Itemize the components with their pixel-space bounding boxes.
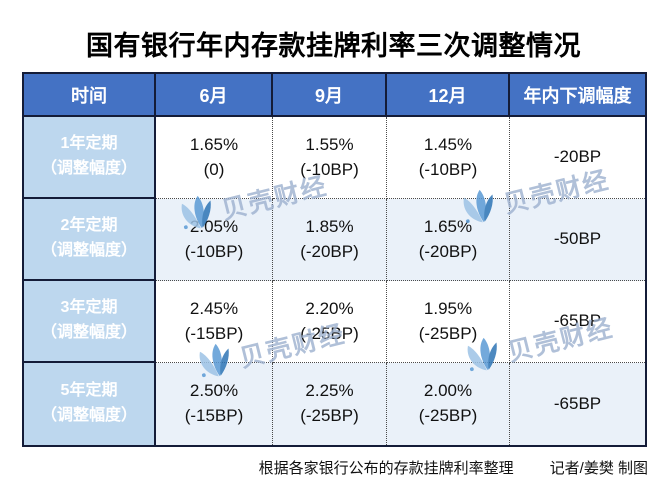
footer: 根据各家银行公布的存款挂牌利率整理 记者/姜樊 制图	[0, 457, 648, 478]
row-label-note: （调整幅度）	[40, 160, 137, 177]
rate-value: 2.25%	[305, 381, 354, 401]
rate-value: 2.05%	[189, 216, 239, 236]
row-label-note: （调整幅度）	[40, 324, 137, 341]
rate-adjustment: (-25BP)	[418, 323, 478, 343]
rate-cell-5y-december: 2.00% (-25BP)	[387, 363, 510, 445]
rate-value: 1.45%	[423, 134, 473, 154]
rate-value: 2.00%	[423, 381, 473, 401]
credit-note: 记者/姜樊 制图	[549, 460, 648, 477]
row-label-note: （调整幅度）	[40, 407, 137, 424]
col-header-june: 6月	[156, 74, 273, 117]
rate-adjustment: (-15BP)	[184, 406, 244, 425]
rate-cell-1y-september: 1.55% (-10BP)	[273, 117, 387, 199]
total-cell-5y: -65BP	[510, 363, 645, 445]
rate-table: 时间 6月 9月 12月 年内下调幅度 1年定期 （调整幅度） 1.65% (0…	[22, 72, 647, 447]
rate-cell-1y-december: 1.45% (-10BP)	[387, 117, 510, 199]
total-cell-2y: -50BP	[510, 199, 645, 281]
col-header-yearly-cut: 年内下调幅度	[510, 74, 645, 117]
rate-value: 2.20%	[305, 298, 354, 318]
col-header-time: 时间	[24, 74, 156, 117]
rate-adjustment: (-25BP)	[300, 406, 359, 425]
row-label-5y: 5年定期 （调整幅度）	[24, 363, 156, 445]
page-title: 国有银行年内存款挂牌利率三次调整情况	[86, 31, 581, 61]
rate-adjustment: (-15BP)	[184, 323, 244, 343]
col-header-december: 12月	[387, 74, 510, 117]
rate-adjustment: (-10BP)	[300, 159, 359, 179]
rate-cell-2y-june: 2.05% (-10BP)	[156, 199, 273, 281]
rate-cell-3y-june: 2.45% (-15BP)	[156, 281, 273, 363]
rate-cell-3y-december: 1.95% (-25BP)	[387, 281, 510, 363]
rate-cell-1y-june: 1.65% (0)	[156, 117, 273, 199]
rate-value: 2.50%	[189, 381, 239, 401]
source-note: 根据各家银行公布的存款挂牌利率整理	[258, 460, 514, 477]
row-label-note: （调整幅度）	[40, 242, 137, 259]
row-label-term: 3年定期	[60, 299, 118, 317]
total-cell-1y: -20BP	[510, 117, 645, 199]
rate-adjustment: (-10BP)	[184, 241, 244, 261]
rate-adjustment: (-25BP)	[300, 323, 359, 343]
rate-adjustment: (-10BP)	[418, 159, 478, 179]
row-label-1y: 1年定期 （调整幅度）	[24, 117, 156, 199]
row-label-2y: 2年定期 （调整幅度）	[24, 199, 156, 281]
row-label-term: 5年定期	[60, 382, 118, 400]
rate-cell-2y-september: 1.85% (-20BP)	[273, 199, 387, 281]
rate-cell-3y-september: 2.20% (-25BP)	[273, 281, 387, 363]
row-label-3y: 3年定期 （调整幅度）	[24, 281, 156, 363]
rate-value: 1.85%	[305, 216, 354, 236]
rate-adjustment: (-20BP)	[418, 241, 478, 261]
rate-adjustment: (-25BP)	[418, 406, 478, 425]
rate-adjustment: (-20BP)	[300, 241, 359, 261]
rate-adjustment: (0)	[203, 159, 225, 179]
rate-cell-5y-june: 2.50% (-15BP)	[156, 363, 273, 445]
rate-value: 1.95%	[423, 298, 473, 318]
row-label-term: 2年定期	[60, 217, 118, 235]
rate-value: 1.65%	[423, 216, 473, 236]
col-header-september: 9月	[273, 74, 387, 117]
row-label-term: 1年定期	[60, 135, 118, 153]
rate-value: 1.55%	[305, 134, 354, 154]
rate-cell-2y-december: 1.65% (-20BP)	[387, 199, 510, 281]
rate-cell-5y-september: 2.25% (-25BP)	[273, 363, 387, 445]
rate-value: 1.65%	[189, 134, 239, 154]
total-cell-3y: -65BP	[510, 281, 645, 363]
rate-value: 2.45%	[189, 298, 239, 318]
